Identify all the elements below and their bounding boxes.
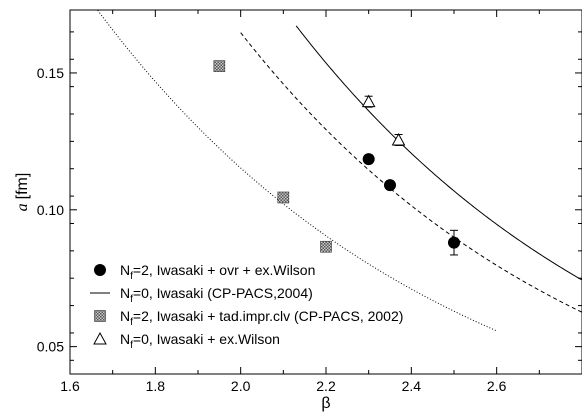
y-tick-label: 0.05 bbox=[37, 339, 64, 355]
fit-curves bbox=[96, 10, 582, 332]
data-point-filled-circle bbox=[362, 153, 375, 166]
legend-entry-nf2-ovr: Nf=2, Iwasaki + ovr + ex.Wilson bbox=[94, 262, 315, 282]
legend-marker-open-triangle bbox=[93, 331, 107, 345]
data-point-hatched-square bbox=[277, 191, 290, 204]
data-point-open-triangle bbox=[361, 94, 376, 108]
legend-marker-hatched-square bbox=[94, 310, 106, 322]
data-point-hatched-square bbox=[320, 240, 332, 253]
y-tick-label: 0.15 bbox=[37, 65, 64, 81]
x-tick-label: 2.0 bbox=[231, 378, 251, 394]
legend-label-nf2-tad: Nf=2, Iwasaki + tad.impr.clv (CP-PACS, 2… bbox=[120, 308, 403, 328]
dotted-fit-curve bbox=[96, 10, 497, 332]
solid-fit-curve bbox=[295, 25, 582, 281]
axes: 1.6 1.8 2.0 2.2 2.4 2.6 0.05 0.10 0.15 bbox=[37, 10, 582, 394]
y-axis-label: a[fm] bbox=[14, 173, 31, 212]
x-tick-label: 2.6 bbox=[487, 378, 507, 394]
legend-entry-nf0-exwilson: Nf=0, Iwasaki + ex.Wilson bbox=[93, 331, 280, 351]
x-tick-label: 2.2 bbox=[316, 378, 336, 394]
data-point-open-triangle bbox=[391, 132, 406, 146]
x-tick-label: 2.4 bbox=[402, 378, 422, 394]
dashed-fit-curve bbox=[240, 32, 582, 313]
data-markers bbox=[213, 60, 460, 256]
data-point-filled-circle bbox=[448, 236, 460, 249]
legend-entry-nf0-iwasaki: Nf=0, Iwasaki (CP-PACS,2004) bbox=[90, 285, 313, 305]
y-tick-label: 0.10 bbox=[37, 202, 64, 218]
x-tick-label: 1.8 bbox=[146, 378, 166, 394]
legend-label-nf0-iwasaki: Nf=0, Iwasaki (CP-PACS,2004) bbox=[120, 285, 313, 305]
legend-marker-filled-circle bbox=[94, 264, 106, 276]
data-point-filled-circle bbox=[384, 179, 396, 192]
x-axis-label: β bbox=[321, 395, 330, 412]
x-tick-label: 1.6 bbox=[60, 378, 80, 394]
legend-label-nf2-ovr: Nf=2, Iwasaki + ovr + ex.Wilson bbox=[120, 262, 315, 282]
legend: Nf=2, Iwasaki + ovr + ex.Wilson Nf=0, Iw… bbox=[90, 262, 403, 351]
legend-label-nf0-exwilson: Nf=0, Iwasaki + ex.Wilson bbox=[120, 331, 280, 351]
legend-entry-nf2-tad: Nf=2, Iwasaki + tad.impr.clv (CP-PACS, 2… bbox=[94, 308, 403, 328]
data-point-hatched-square bbox=[213, 60, 226, 72]
